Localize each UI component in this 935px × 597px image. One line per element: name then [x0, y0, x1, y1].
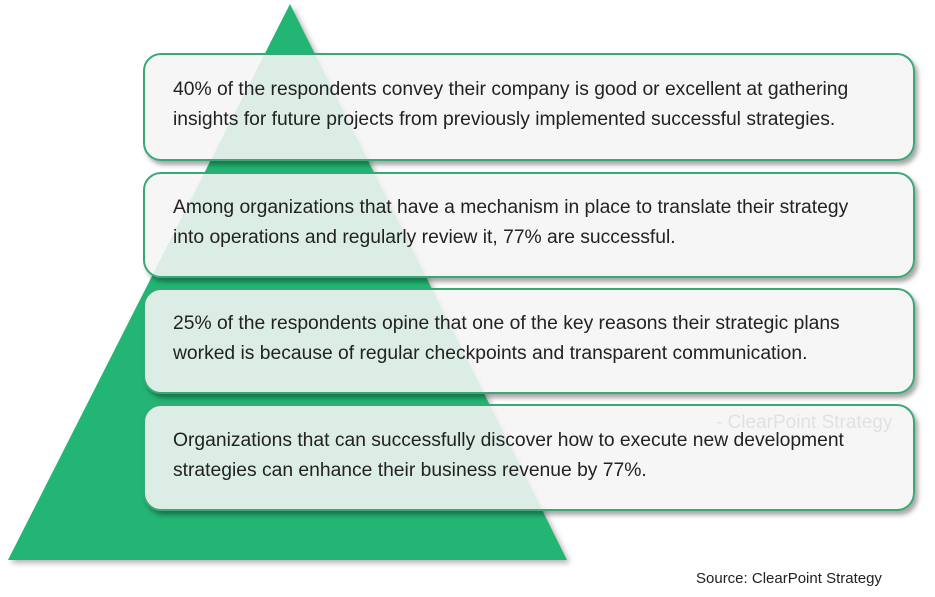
statement-text: 25% of the respondents opine that one of… — [173, 313, 840, 364]
statement-box-2: Among organizations that have a mechanis… — [143, 172, 915, 278]
statement-text: 40% of the respondents convey their comp… — [173, 79, 849, 130]
statement-box-1: 40% of the respondents convey their comp… — [143, 53, 915, 161]
source-note: Source: ClearPoint Strategy — [696, 570, 882, 587]
statement-text: Organizations that can successfully disc… — [173, 429, 844, 481]
statement-box-4: Organizations that can successfully disc… — [143, 404, 915, 511]
statement-box-3: 25% of the respondents opine that one of… — [143, 288, 915, 394]
statement-text: Among organizations that have a mechanis… — [173, 197, 849, 248]
watermark: - ClearPoint Strategy — [716, 412, 893, 433]
